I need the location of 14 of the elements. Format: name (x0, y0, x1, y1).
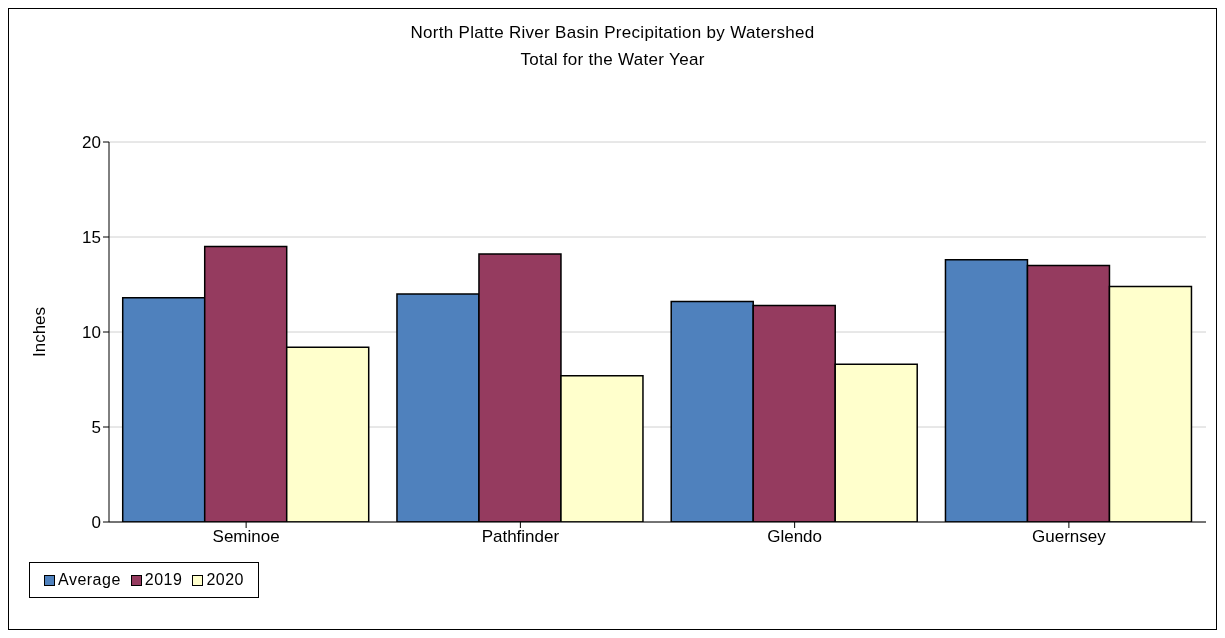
x-tick-label: Seminoe (212, 527, 280, 547)
y-tick-label: 10 (82, 323, 101, 343)
y-tick-label: 0 (91, 513, 101, 533)
x-tick-label: Glendo (767, 527, 823, 547)
legend-label: 2020 (205, 571, 244, 589)
y-tick-label: 20 (82, 133, 101, 153)
y-axis-title: Inches (30, 306, 50, 358)
chart-title: North Platte River Basin Precipitation by Watershed Total for the Water Year (409, 22, 816, 71)
x-tick-label: Guernsey (1032, 527, 1107, 547)
x-tick-label: Pathfinder (481, 527, 560, 547)
y-tick-label: 5 (91, 418, 101, 438)
y-tick-label: 15 (82, 228, 101, 248)
legend-label: Average (57, 571, 121, 589)
legend-label: 2019 (143, 571, 183, 589)
